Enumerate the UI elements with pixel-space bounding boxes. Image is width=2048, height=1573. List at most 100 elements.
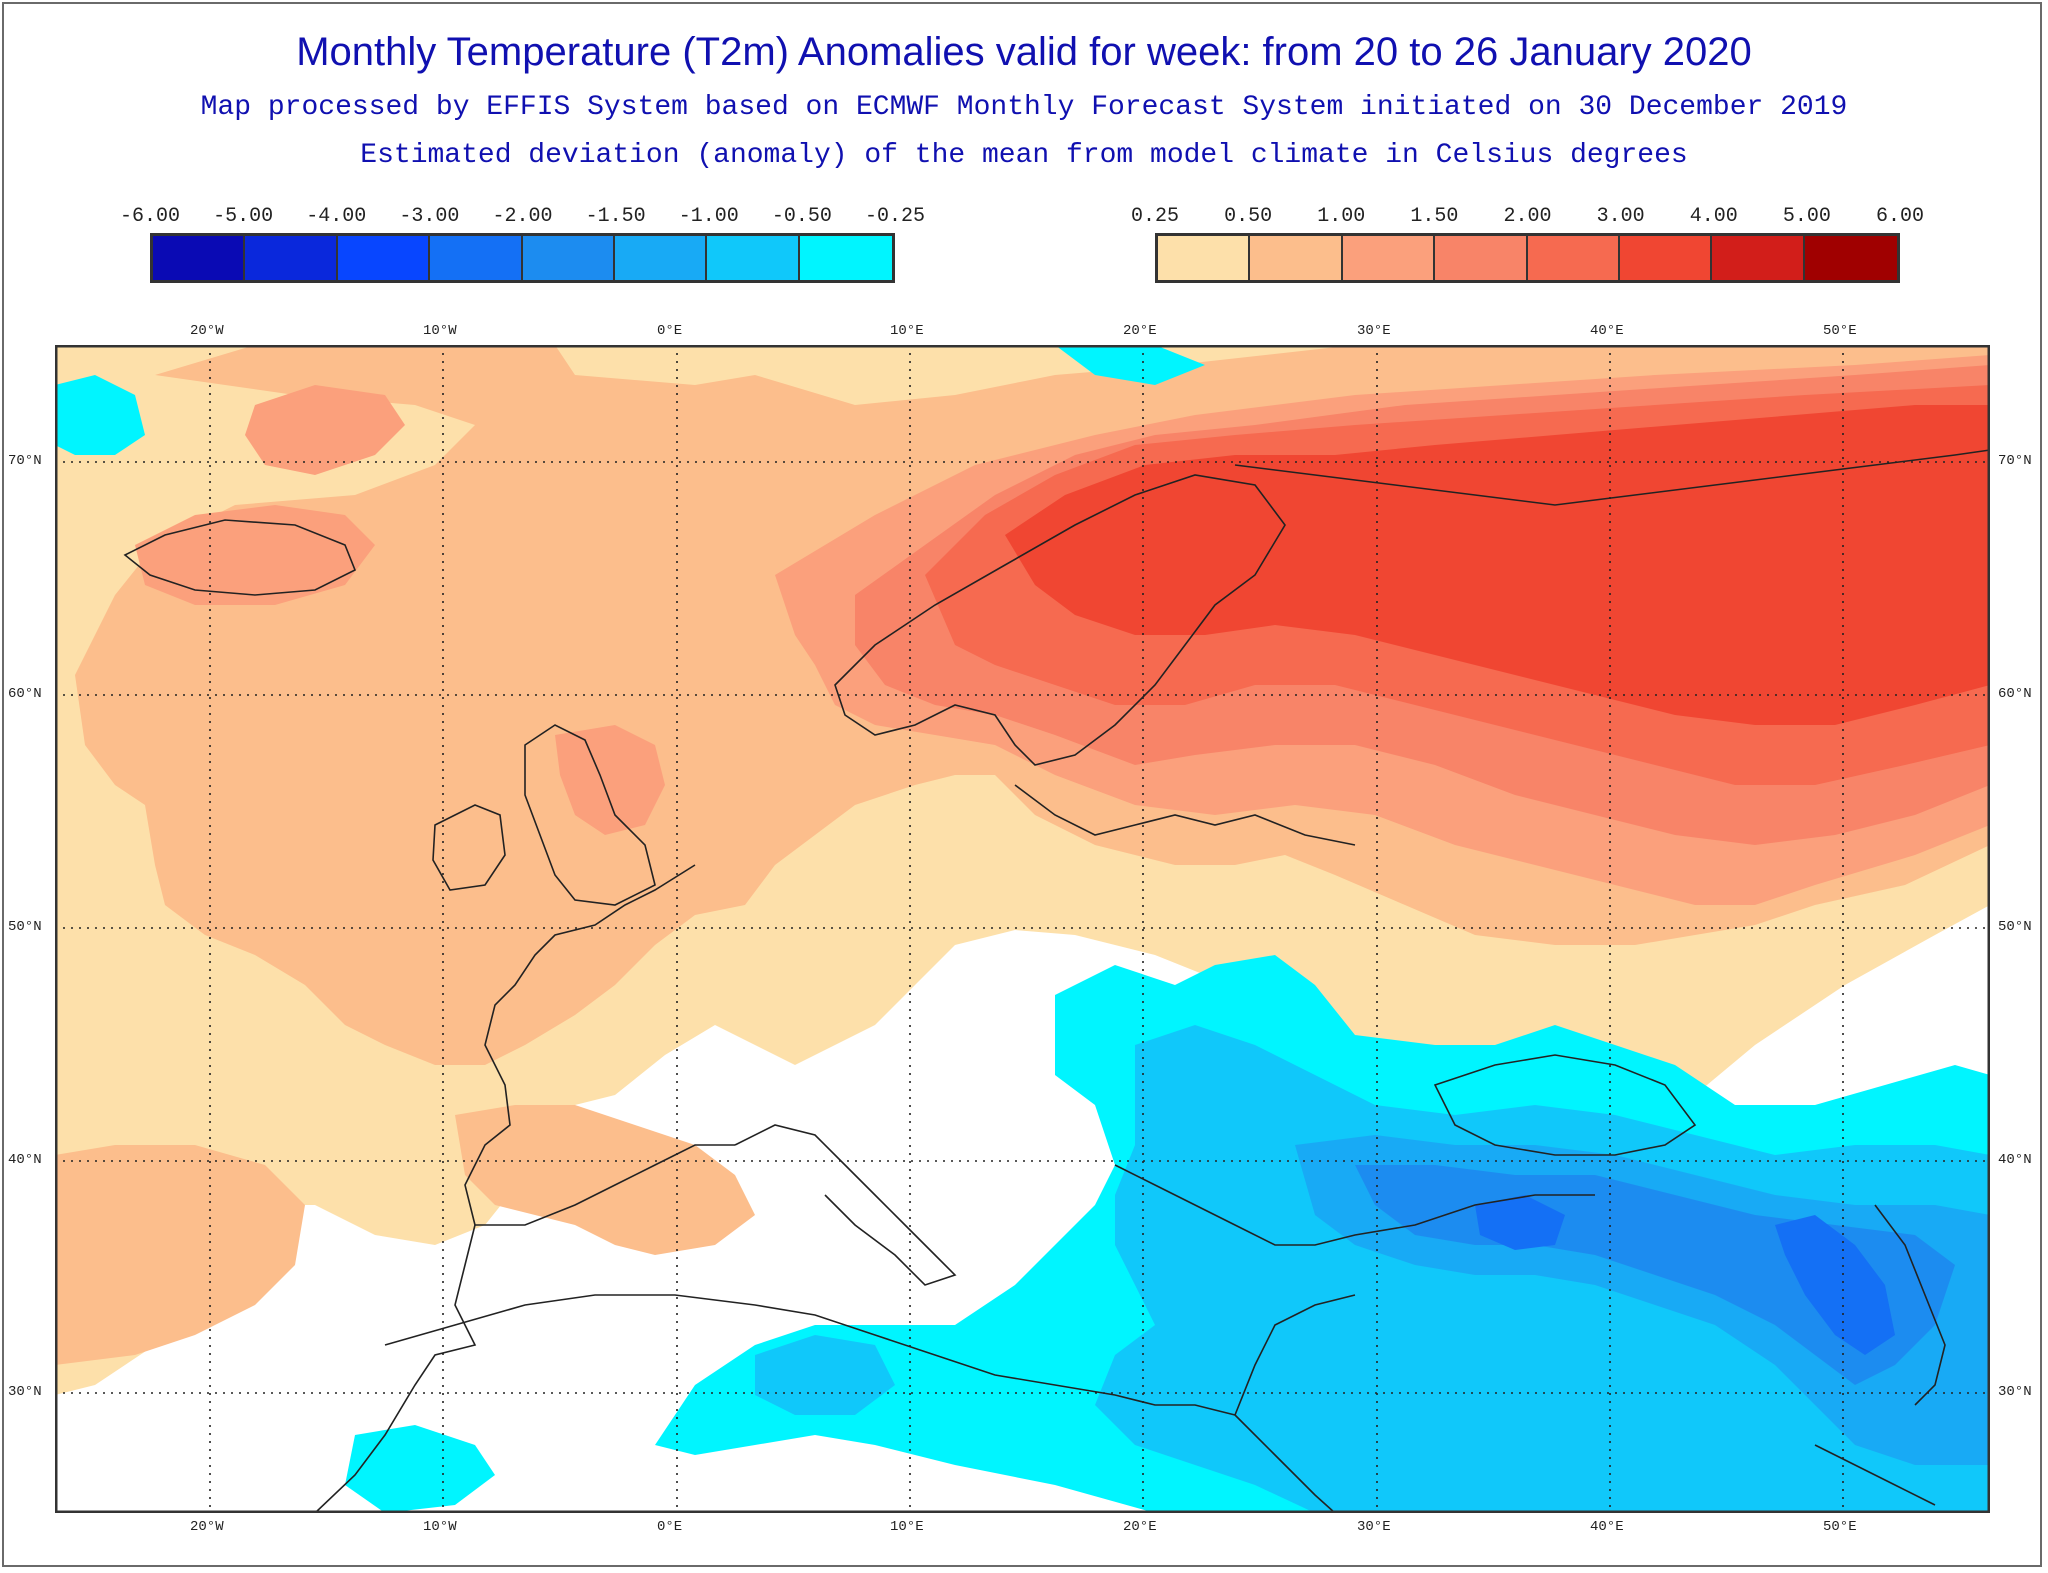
legend_negative-tick: -1.00 [678,205,739,228]
lon-label-bottom: 10°E [890,1519,924,1535]
legend_negative-swatch [153,236,246,280]
anomaly-zone-0.50-atlantic [55,1145,305,1365]
coastline-britain [524,724,656,906]
coastline-continent-west [314,864,696,1513]
legend_positive-tick: 3.00 [1596,205,1645,228]
legend_negative-tick: -5.00 [213,205,274,228]
legend_negative-tick: -0.25 [864,205,926,228]
lon-label-top: 20°W [190,323,224,339]
legend_positive-tick: 5.00 [1782,205,1831,228]
legend_negative-tick: -4.00 [306,205,367,228]
lon-label-bottom: 50°E [1823,1519,1857,1535]
legend_negative-tick: -1.50 [585,205,646,228]
coastline-north-russia [1234,449,1990,506]
coastline-scandinavia [834,474,1286,766]
coastline-iberia-south [475,1144,735,1226]
legend-positive-ticks: 0.25 0.50 1.00 1.50 2.00 3.00 4.00 5.00 6.00 [1125,205,1945,229]
coastline-caspian [1874,1204,1946,1406]
coastline-ireland [432,804,506,891]
legend_positive-swatch [1712,236,1805,280]
lat-label-right: 70°N [1998,453,2032,469]
legend-positive-colorbar [1155,233,1900,283]
lon-label-top: 20°E [1123,323,1157,339]
legend-negative-ticks: -6.00 -5.00 -4.00 -3.00 -2.00 -1.50 -1.00 -0.50… [120,205,940,229]
anomaly-zone-0.50-iberia [455,1105,755,1255]
coastlines [123,449,1990,1513]
legend_positive-tick: 1.50 [1410,205,1459,228]
lon-label-bottom: 30°E [1357,1519,1391,1535]
legend_negative-swatch [430,236,523,280]
coastline-black-sea [1433,1054,1697,1156]
legend_positive-swatch [1527,236,1620,280]
lat-label-right: 40°N [1998,1152,2032,1168]
lon-label-bottom: 0°E [657,1519,683,1535]
lat-label-left: 60°N [8,686,42,702]
legend-positive: 0.25 0.50 1.00 1.50 2.00 3.00 4.00 5.00 6.00 [1125,205,1945,283]
legend_positive-tick: 0.25 [1130,205,1180,228]
map-border [55,345,1990,1513]
legend-negative-colorbar [150,233,895,283]
anomaly-zone-minus2.00-b [1475,1195,1565,1250]
coastline-iceland [123,519,357,596]
lat-label-right: 60°N [1998,686,2032,702]
legend_positive-swatch [1158,236,1251,280]
anomaly-map [55,345,1990,1513]
coastline-greece-turkey [1114,1164,1595,1246]
lat-label-left: 50°N [8,919,42,935]
lat-label-left: 30°N [8,1384,42,1400]
legend_negative-swatch [707,236,800,280]
legend_positive-swatch [1804,236,1897,280]
anomaly-zone-minus0.25-atlantic [345,1425,495,1513]
legend_negative-swatch [337,236,431,280]
legend_positive-tick: 2.00 [1503,205,1552,228]
legend_negative-tick: -3.00 [399,205,460,228]
legend-negative: -6.00 -5.00 -4.00 -3.00 -2.00 -1.50 -1.00 -0.50… [120,205,940,283]
legend_negative-tick: -0.50 [771,205,832,228]
coastline-north-africa [384,1294,1236,1416]
legend_negative-tick: -2.00 [492,205,553,228]
map-subtitle-units: Estimated deviation (anomaly) of the mea… [360,140,1688,171]
lon-label-top: 10°E [890,323,924,339]
coastline-italy [734,1124,957,1286]
coastline-red-sea [1234,1414,1336,1513]
lon-label-top: 40°E [1590,323,1624,339]
legend_positive-tick: 6.00 [1875,205,1925,228]
lon-label-top: 50°E [1823,323,1857,339]
legend_negative-swatch [522,236,615,280]
anomaly-zone-minus0.50-libya [755,1335,895,1415]
lon-label-top: 10°W [423,323,457,339]
lon-label-bottom: 40°E [1590,1519,1624,1535]
anomaly-zone-1.00-iceland [135,505,375,605]
lon-label-bottom: 10°W [423,1519,457,1535]
anomaly-zone-minus0.25-greenland [55,375,145,455]
anomaly-zone-1.00-north-atlantic [245,385,405,475]
lon-label-top: 30°E [1357,323,1391,339]
anomaly-zone-minus0.25-north [1055,345,1205,385]
legend_positive-swatch [1619,236,1713,280]
coastline-levant [1234,1294,1356,1416]
legend_negative-swatch [614,236,708,280]
map-subtitle-source: Map processed by EFFIS System based on E… [200,92,1848,123]
map-canvas [55,345,1990,1513]
map-title: Monthly Temperature (T2m) Anomalies vali… [296,30,1752,74]
lat-label-right: 30°N [1998,1384,2032,1400]
legend_positive-swatch [1250,236,1343,280]
lon-label-bottom: 20°W [190,1519,224,1535]
legend_positive-swatch [1342,236,1436,280]
legend_positive-tick: 4.00 [1689,205,1738,228]
legend_negative-swatch [799,236,892,280]
lon-label-bottom: 20°E [1123,1519,1157,1535]
legend_positive-tick: 0.50 [1224,205,1273,228]
anomaly-zone-1.00-uk [555,725,665,835]
legend_negative-swatch [245,236,338,280]
lat-label-right: 50°N [1998,919,2032,935]
lat-label-left: 70°N [8,453,42,469]
lon-label-top: 0°E [657,323,683,339]
coastline-baltic [1014,784,1356,846]
coastline-gulf [1814,1444,1936,1506]
graticule [55,345,1990,1513]
legend_negative-tick: -6.00 [119,205,181,228]
lat-label-left: 40°N [8,1152,42,1168]
anomaly-zone-minus2.00 [1775,1215,1895,1355]
